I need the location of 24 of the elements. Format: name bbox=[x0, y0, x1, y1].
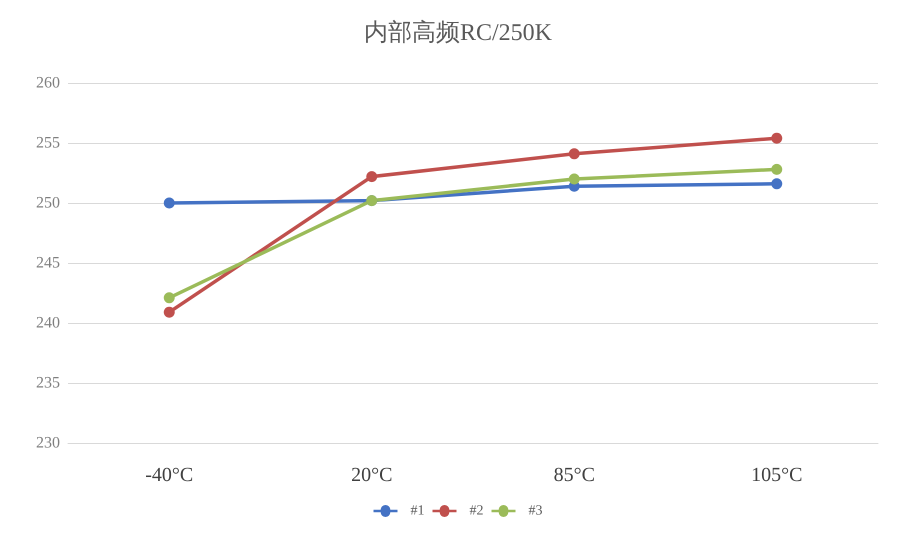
point bbox=[771, 178, 782, 190]
y-tick-label: 245 bbox=[36, 254, 60, 272]
x-tick-label: 85°C bbox=[554, 464, 595, 486]
y-tick-label: 240 bbox=[36, 314, 60, 332]
legend-label: #3 bbox=[528, 504, 542, 518]
point bbox=[164, 306, 175, 318]
y-tick-label: 255 bbox=[36, 134, 60, 152]
point bbox=[568, 174, 580, 184]
point bbox=[164, 198, 175, 208]
y-tick-label: 235 bbox=[36, 374, 60, 392]
x-tick-label: 105°C bbox=[751, 464, 802, 486]
legend-label: #1 bbox=[410, 504, 424, 518]
point bbox=[771, 164, 782, 175]
point bbox=[771, 132, 782, 144]
legend-label: #2 bbox=[470, 504, 484, 518]
point bbox=[164, 292, 175, 304]
y-tick-label: 230 bbox=[36, 434, 60, 452]
x-tick-label: 20°C bbox=[351, 464, 392, 486]
point bbox=[366, 171, 378, 182]
point bbox=[568, 148, 580, 160]
y-tick-label: 260 bbox=[36, 74, 60, 92]
chart-title: 内部高频RC/250K bbox=[364, 19, 553, 46]
x-tick-label: -40°C bbox=[145, 464, 194, 486]
y-tick-label: 250 bbox=[36, 194, 60, 212]
